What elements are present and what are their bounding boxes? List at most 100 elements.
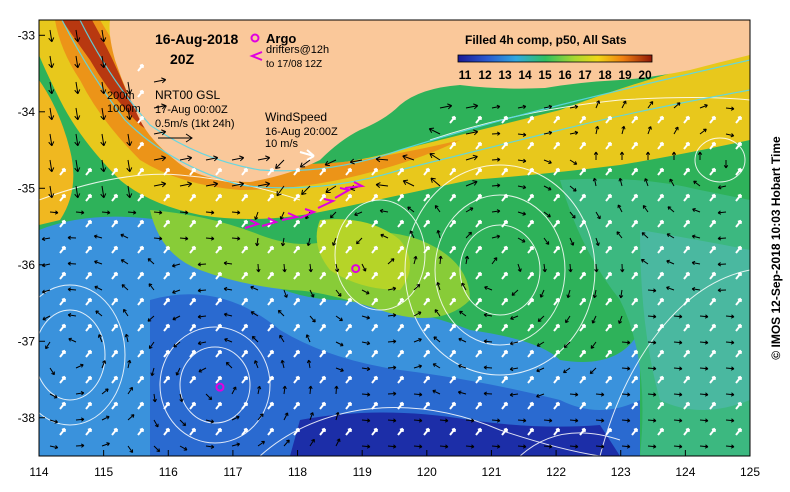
current-vector [434,309,441,317]
wind-arrow [631,115,638,124]
current-vector [309,412,314,421]
current-vector [277,309,285,317]
wind-arrow [553,219,560,228]
current-vector [101,210,111,215]
current-vector [434,205,441,213]
wind-arrow [605,193,612,202]
wind-arrow [527,219,534,228]
current-vector [413,311,422,317]
current-vector [147,315,155,322]
current-vector [205,236,215,241]
colorbar [457,54,653,63]
wind-arrow [59,193,66,202]
current-vector [172,289,181,294]
wind-arrow [137,167,144,176]
wind-arrow [371,219,378,228]
current-vector [123,308,129,317]
wind-arrow [657,349,664,358]
current-vector [68,337,77,343]
wind-arrow [345,401,352,410]
current-vector [49,393,58,399]
current-vector [100,107,107,121]
current-vector [120,233,129,239]
current-vector [717,288,727,293]
wind-arrow [397,193,404,202]
current-vector [566,289,571,299]
wind-arrow [371,323,378,332]
current-vector [430,177,441,187]
wind-arrow [475,427,482,436]
wind-arrow [553,115,560,124]
wind-arrow [215,219,222,228]
current-vector [569,392,579,397]
wind-arrow [137,63,144,72]
current-vector [280,359,285,369]
wind-arrow [59,167,66,176]
current-vector [595,392,605,397]
current-vector [511,289,519,296]
current-vector [205,444,215,449]
current-vector [491,157,501,162]
current-vector [697,151,703,160]
current-vector [231,386,237,395]
wind-arrow [111,323,118,332]
wind-arrow [527,349,534,358]
current-vector [647,366,657,371]
wind-arrow [293,167,300,176]
wind-arrow [735,401,742,410]
wind-arrow [683,401,690,410]
current-vector [361,341,371,346]
wind-arrow [267,401,274,410]
wind-arrow [631,141,638,150]
wind-arrow [319,219,326,228]
wind-arrow [111,375,118,384]
current-vector [279,211,285,220]
wind-arrow [579,219,586,228]
wind-arrow [371,349,378,358]
current-vector [153,181,167,188]
current-vector [41,289,51,294]
wind-arrow [475,193,482,202]
wind-arrow [137,219,144,228]
colorbar-tick-label: 12 [478,68,492,82]
current-vector [74,185,81,199]
wind-arrow [657,297,664,306]
wind-arrow [137,271,144,280]
current-vector [48,185,55,199]
wind-arrow [709,323,716,332]
current-vector [179,181,193,188]
wind-arrow [319,297,326,306]
current-vector [126,185,133,199]
current-vector [673,418,683,423]
current-vector [666,286,675,291]
current-vector [361,289,370,295]
current-vector [717,185,727,190]
wind-arrow [293,193,300,202]
wind-arrow [579,245,586,254]
wind-arrow [605,167,612,176]
wind-arrow [59,401,66,410]
current-vector [491,444,501,449]
current-vector [673,366,683,371]
current-vector [413,392,423,397]
wind-arrow [553,427,560,436]
current-vectors [41,29,742,454]
current-vector [148,341,155,350]
wind-arrow [189,271,196,280]
current-vector [563,341,571,349]
current-vector [509,366,519,372]
wind-arrow [501,349,508,358]
wind-arrow [475,297,482,306]
current-vector [429,153,441,161]
x-tick-label: 114 [29,465,48,479]
wind-arrow [657,323,664,332]
wind-arrow [553,323,560,332]
current-vector [101,415,110,421]
wind-arrow [501,193,508,202]
wind-arrow [59,245,66,254]
wind-arrow [241,401,248,410]
current-vector [49,445,59,450]
wind-arrow [215,167,222,176]
wind-arrow [267,375,274,384]
current-vector [569,159,578,165]
